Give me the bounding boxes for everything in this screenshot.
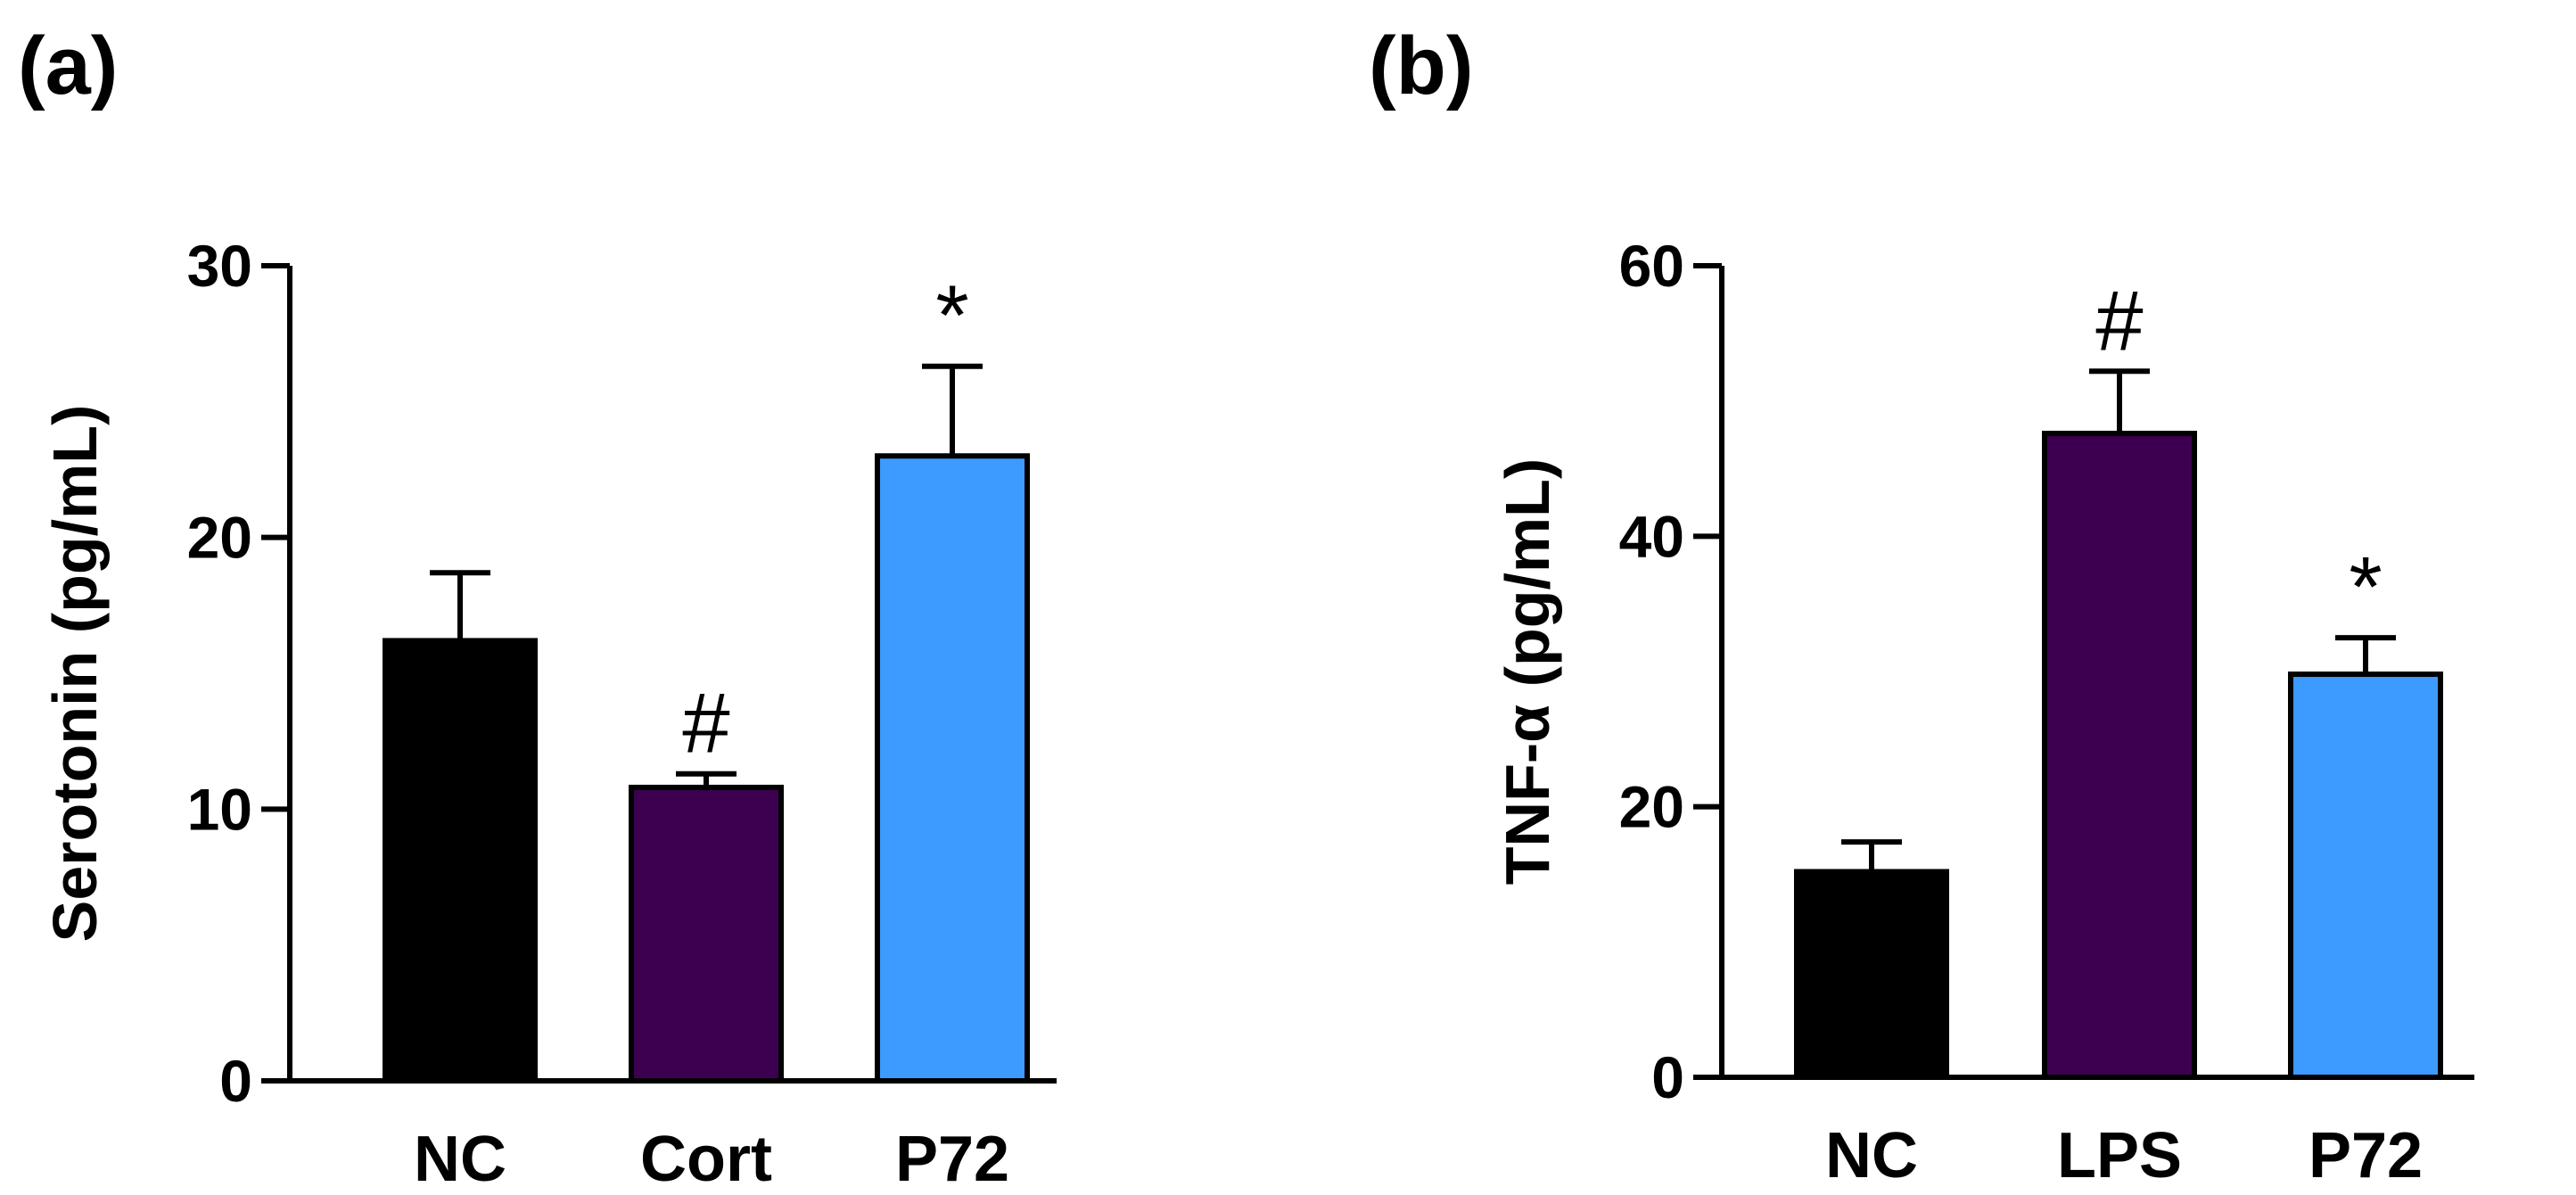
x-category-label: NC [1825,1120,1918,1191]
y-tick-label: 10 [187,776,252,842]
bar-cort [629,784,784,1084]
bar-p72 [2288,672,2443,1080]
y-tick-label: 20 [1619,774,1684,840]
y-axis-title: TNF-α (pg/mL) [1493,458,1562,885]
x-category-label: P72 [895,1124,1009,1195]
y-axis-title: Serotonin (pg/mL) [40,405,110,943]
bar-p72 [875,453,1030,1084]
chart-a: 0 10 20 30 Serotonin (pg/mL) NC # Cort * P72 [40,233,1057,1195]
significance-star: * [2349,540,2382,635]
y-tick-label: 60 [1619,233,1684,299]
y-tick-label: 30 [187,233,252,299]
x-category-label: P72 [2309,1120,2423,1191]
y-tick-label: 0 [219,1048,252,1114]
x-category-label: Cort [640,1124,772,1195]
significance-hash: # [682,676,729,771]
significance-star: * [935,268,968,364]
x-category-label: LPS [2057,1120,2182,1191]
x-category-label: NC [414,1124,506,1195]
y-tick-label: 0 [1651,1044,1684,1110]
bar-nc [383,638,538,1084]
significance-hash: # [2095,273,2143,368]
bar-lps [2042,431,2197,1081]
chart-b: 0 20 40 60 TNF-α (pg/mL) NC # LPS * P72 [1493,233,2474,1191]
panel-b: (b) 0 20 40 60 TNF-α (pg/mL) NC # LPS * P72 [1284,0,2576,1195]
y-tick-label: 20 [187,505,252,571]
panel-letter-a: (a) [18,21,119,111]
bar-nc [1794,869,1949,1081]
panel-a: (a) 0 10 20 30 Serotonin (pg/mL) NC # Cort * P72 [0,0,1284,1195]
panel-letter-b: (b) [1369,21,1474,111]
y-tick-label: 40 [1619,503,1684,569]
